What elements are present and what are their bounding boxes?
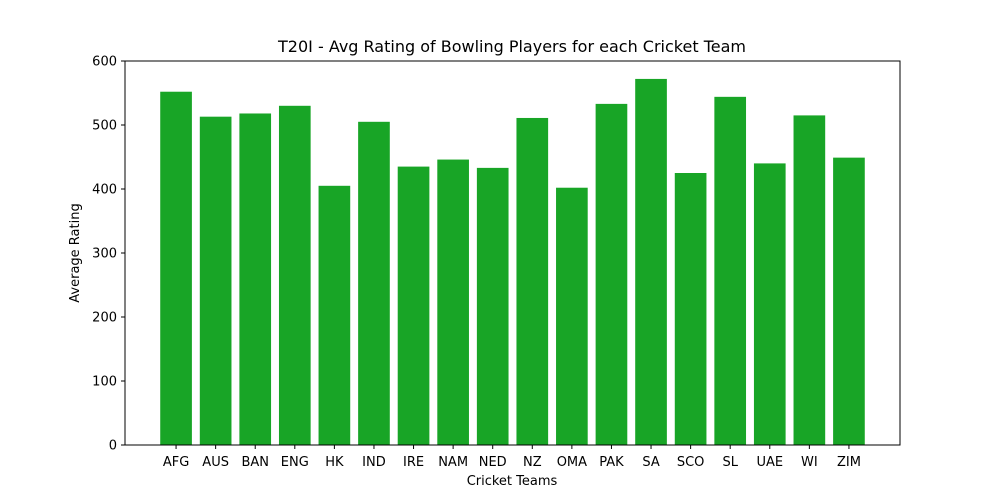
x-tick-label: OMA	[557, 455, 587, 470]
bar-hk	[318, 185, 351, 446]
bar-sl	[714, 96, 747, 445]
bar-zim	[833, 157, 865, 445]
chart-title: T20I - Avg Rating of Bowling Players for…	[277, 37, 746, 56]
bar-wi	[793, 115, 826, 446]
bar-pak	[595, 103, 628, 445]
x-tick-label: AUS	[202, 455, 229, 470]
bar-ban	[239, 113, 272, 445]
bar-aus	[199, 116, 232, 446]
bar-ire	[397, 166, 430, 445]
y-tick-label: 200	[92, 311, 117, 326]
x-tick-label: NED	[479, 455, 507, 470]
y-tick-label: 300	[92, 247, 117, 262]
bars-group	[160, 78, 865, 446]
x-tick-label: AFG	[163, 455, 189, 470]
y-axis-title: Average Rating	[68, 203, 83, 302]
x-tick-label: IRE	[403, 455, 424, 470]
plot-frame	[124, 60, 901, 446]
y-tick-label: 500	[92, 119, 117, 134]
x-tick-label: SCO	[677, 455, 705, 470]
x-tick-label: PAK	[599, 455, 624, 470]
x-axis-title: Cricket Teams	[467, 474, 558, 489]
x-tick-label: NZ	[523, 455, 542, 470]
bar-nam	[437, 159, 469, 445]
x-tick-label: HK	[325, 455, 344, 470]
bar-oma	[556, 187, 588, 445]
y-tick-label: 400	[92, 183, 117, 198]
y-axis-ticks: 0 100 200 300 400 500 600	[92, 55, 125, 454]
x-tick-label: IND	[362, 455, 386, 470]
bar-sa	[635, 78, 667, 446]
y-tick-label: 100	[92, 375, 117, 390]
x-tick-label: UAE	[756, 455, 783, 470]
bar-eng	[278, 105, 311, 446]
y-tick-label: 0	[109, 439, 117, 454]
x-tick-label: BAN	[241, 455, 269, 470]
x-tick-label: WI	[801, 455, 818, 470]
x-tick-label: ZIM	[837, 455, 861, 470]
x-tick-label: NAM	[438, 455, 468, 470]
bar-ned	[476, 167, 509, 445]
bar-uae	[753, 163, 786, 445]
x-tick-label: SL	[722, 455, 738, 470]
x-tick-label: ENG	[281, 455, 309, 470]
x-tick-label: SA	[642, 455, 659, 470]
bar-afg	[160, 91, 192, 445]
bar-sco	[674, 173, 707, 445]
bar-nz	[516, 117, 549, 446]
bar-ind	[358, 121, 390, 446]
y-tick-label: 600	[92, 55, 117, 70]
x-axis-ticks: AFG AUS BAN ENG HK IND IRE NAM NED NZ OMA PAK SA SCO S…	[163, 445, 861, 470]
